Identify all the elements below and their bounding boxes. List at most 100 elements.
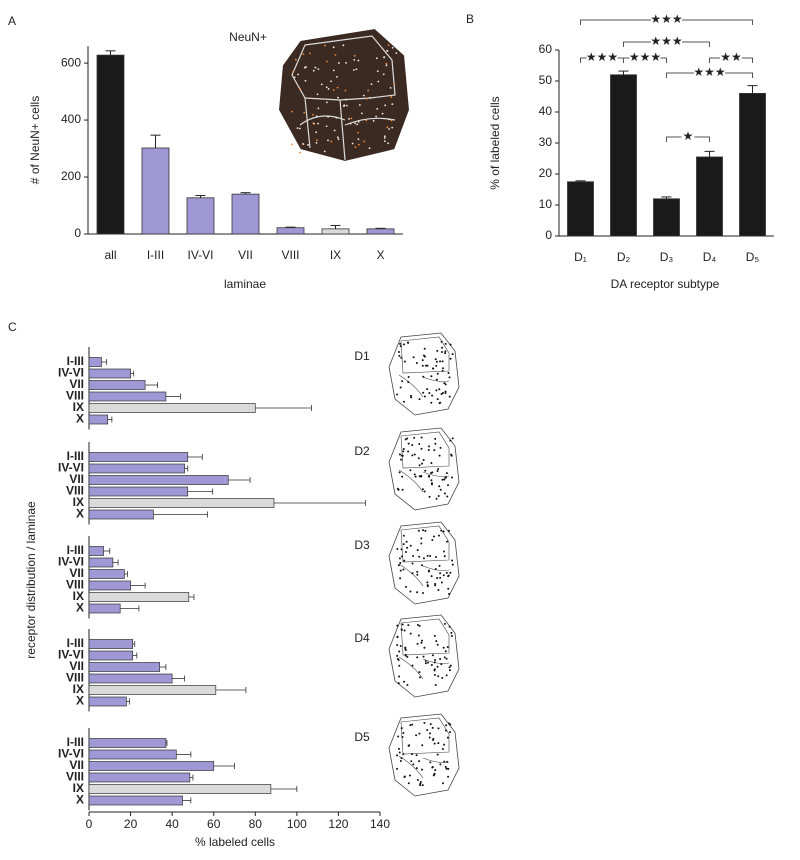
cord-dot xyxy=(398,675,401,678)
y-tick-label: 60 xyxy=(539,42,553,56)
cord-dot xyxy=(416,570,419,573)
cord-dot xyxy=(416,549,419,552)
cord-dot xyxy=(436,372,439,375)
bar xyxy=(88,452,189,462)
cord-dot xyxy=(397,351,400,354)
micrograph-dot xyxy=(330,140,333,143)
micrograph-dot xyxy=(315,131,318,134)
cord-dot xyxy=(434,568,437,571)
significance-label-bg xyxy=(651,15,682,25)
y-tick-label: 50 xyxy=(539,73,553,87)
cord-dot xyxy=(400,458,403,461)
micrograph-dot xyxy=(325,86,328,89)
cord-dot xyxy=(426,364,429,367)
cord-dot xyxy=(440,350,443,353)
micrograph-dot xyxy=(323,150,326,153)
cord-dot xyxy=(398,471,401,474)
cord-dot xyxy=(446,645,449,648)
cord-dot xyxy=(440,393,443,396)
bar xyxy=(696,156,723,237)
x-tick-label: D₅ xyxy=(746,250,760,264)
cord-dot xyxy=(396,635,399,638)
y-tick-label: 600 xyxy=(61,55,81,69)
cord-dot xyxy=(447,767,450,770)
y-tick-label: VII xyxy=(69,377,84,391)
cord-dot xyxy=(451,437,454,440)
micrograph-dot xyxy=(377,80,380,83)
bar xyxy=(88,498,275,508)
cord-dot xyxy=(446,540,449,543)
cord-dot xyxy=(419,676,422,679)
cord-dot xyxy=(444,729,447,732)
y-tick-label: 40 xyxy=(539,104,553,118)
cord-dot xyxy=(421,364,424,367)
cord-dot xyxy=(396,624,399,627)
cord-dot xyxy=(404,653,407,656)
micrograph-dot xyxy=(366,97,368,100)
cord-laminae xyxy=(398,336,450,398)
cord-dot xyxy=(404,438,407,441)
cord-dot xyxy=(411,444,414,447)
cord-dot xyxy=(399,386,402,389)
micrograph-dot xyxy=(314,66,317,69)
cord-dot xyxy=(431,394,434,397)
bar xyxy=(276,227,305,235)
micrograph-dot xyxy=(327,115,330,118)
cord-dot xyxy=(429,761,432,764)
cord-dot xyxy=(423,355,426,358)
micrograph-dot xyxy=(349,122,352,125)
x-axis-label: DA receptor subtype xyxy=(611,277,720,291)
micrograph-dot xyxy=(292,70,295,73)
cord-dot xyxy=(396,767,399,770)
significance-label-bg xyxy=(629,53,661,63)
cord-dot xyxy=(447,587,450,590)
y-tick-label: X xyxy=(76,694,84,708)
x-tick-label: 40 xyxy=(165,817,179,831)
cord-dot xyxy=(447,529,450,532)
cord-dot xyxy=(439,576,442,579)
micrograph-dot xyxy=(390,96,393,98)
cord-dot xyxy=(401,623,404,626)
cord-dot xyxy=(421,564,424,567)
micrograph-dot xyxy=(354,146,357,149)
cord-dot xyxy=(431,726,434,729)
y-tick-label: VII xyxy=(69,758,84,772)
cord-dot xyxy=(407,380,410,383)
cord-dot xyxy=(414,475,417,478)
cord-dot xyxy=(399,562,402,565)
x-axis-label: % labeled cells xyxy=(195,835,275,849)
cord-dot xyxy=(448,395,451,398)
cord-dot xyxy=(430,401,433,404)
micrograph-dot xyxy=(291,110,294,113)
cord-dot xyxy=(442,646,445,649)
cord-dot xyxy=(449,664,452,667)
micrograph-dot xyxy=(317,122,319,125)
cord-dot xyxy=(446,760,449,763)
cord-dot xyxy=(416,591,419,594)
bar xyxy=(88,772,191,783)
bar xyxy=(88,475,229,485)
cord-dot xyxy=(442,550,445,553)
y-tick-label: VIII xyxy=(66,484,84,498)
micrograph-dot xyxy=(388,118,390,121)
micrograph-dot xyxy=(297,73,300,76)
cord-dot xyxy=(407,442,410,445)
cord-dot xyxy=(421,359,424,362)
cord-dot xyxy=(409,469,412,472)
cord-dot xyxy=(403,775,406,778)
y-tick-label: X xyxy=(76,793,84,807)
cord-dot xyxy=(411,562,414,565)
micrograph-dot xyxy=(299,151,302,154)
cord-dot xyxy=(435,555,438,558)
micrograph-dot xyxy=(336,75,338,78)
y-axis-label: % of labeled cells xyxy=(488,96,502,189)
bar xyxy=(653,198,680,237)
cord-dot xyxy=(433,449,436,452)
y-tick-label: I-III xyxy=(67,735,84,749)
cord-dot xyxy=(399,569,402,572)
cord-dot xyxy=(451,563,454,566)
cord-dot xyxy=(396,643,399,646)
significance-label: ★★★ xyxy=(629,50,661,64)
cord-dot xyxy=(435,640,438,643)
cord-dot xyxy=(439,572,442,575)
